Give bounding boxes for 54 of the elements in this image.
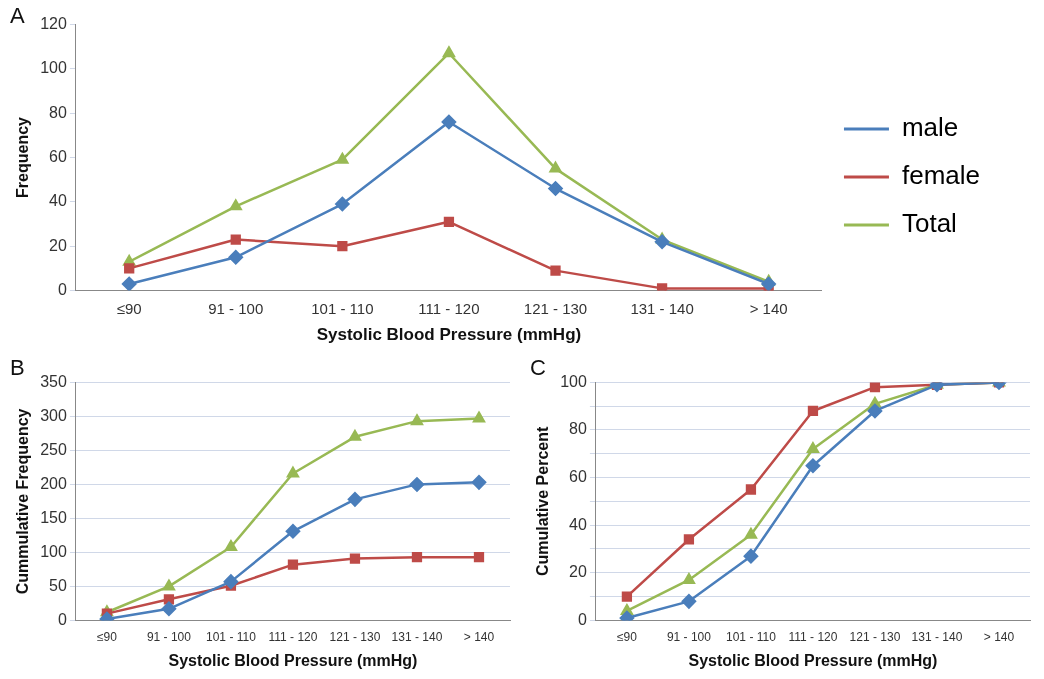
y-tick-label: 60 (49, 147, 67, 165)
x-axis-title: Systolic Blood Pressure (mmHg) (688, 651, 938, 669)
x-tick-label: 121 - 130 (849, 629, 901, 644)
y-axis-title: Frequency (14, 116, 32, 198)
legend-label: male (901, 112, 959, 143)
y-tick-label: 60 (569, 468, 587, 486)
chart-title: B (10, 355, 25, 381)
chart-title: C (530, 355, 546, 381)
x-tick-label: 91 - 100 (208, 299, 264, 317)
y-tick-label: 40 (49, 192, 67, 210)
x-tick-label: > 140 (463, 629, 495, 644)
x-tick-label: ≤90 (116, 299, 142, 317)
y-tick-label: 0 (57, 281, 67, 299)
y-axis-title: Cumulative Percent (534, 426, 552, 577)
x-tick-label: 101 - 110 (206, 629, 257, 644)
legend-label: female (901, 160, 981, 191)
y-tick-label: 100 (40, 59, 67, 77)
x-tick-label: 121 - 130 (523, 299, 588, 317)
x-tick-label: 111 - 120 (268, 629, 318, 644)
y-tick-label: 40 (569, 515, 587, 533)
x-tick-label: 91 - 100 (666, 629, 712, 644)
x-axis-title: Systolic Blood Pressure (mmHg) (168, 651, 418, 669)
y-tick-label: 300 (40, 406, 67, 424)
y-axis-title: Cummulative Frequency (14, 408, 32, 595)
y-tick-label: 100 (40, 542, 67, 560)
x-tick-label: > 140 (983, 629, 1015, 644)
x-tick-label: 131 - 140 (391, 629, 443, 644)
x-tick-label: 111 - 120 (788, 629, 838, 644)
x-axis-title: Systolic Blood Pressure (mmHg) (316, 325, 582, 345)
chart-title: A (10, 3, 25, 29)
x-tick-label: 101 - 110 (311, 299, 374, 317)
y-tick-label: 150 (40, 508, 67, 526)
y-tick-label: 20 (49, 236, 67, 254)
y-tick-label: 0 (57, 610, 67, 628)
x-tick-label: 131 - 140 (630, 299, 694, 317)
y-tick-label: 50 (49, 576, 67, 594)
y-tick-label: 100 (560, 372, 587, 390)
y-tick-label: 250 (40, 440, 67, 458)
legend-label: Total (901, 208, 957, 239)
y-tick-label: 20 (569, 563, 587, 581)
x-tick-label: 131 - 140 (911, 629, 963, 644)
x-tick-label: 111 - 120 (418, 299, 480, 317)
x-tick-label: 121 - 130 (329, 629, 381, 644)
y-tick-label: 80 (49, 103, 67, 121)
y-tick-label: 200 (40, 474, 67, 492)
x-tick-label: 91 - 100 (146, 629, 192, 644)
y-tick-label: 120 (40, 14, 67, 32)
y-tick-label: 350 (40, 372, 67, 390)
x-tick-label: 101 - 110 (726, 629, 777, 644)
y-tick-label: 80 (569, 420, 587, 438)
x-tick-label: ≤90 (96, 629, 118, 644)
y-tick-label: 0 (577, 610, 587, 628)
x-tick-label: ≤90 (616, 629, 638, 644)
x-tick-label: > 140 (749, 299, 788, 317)
